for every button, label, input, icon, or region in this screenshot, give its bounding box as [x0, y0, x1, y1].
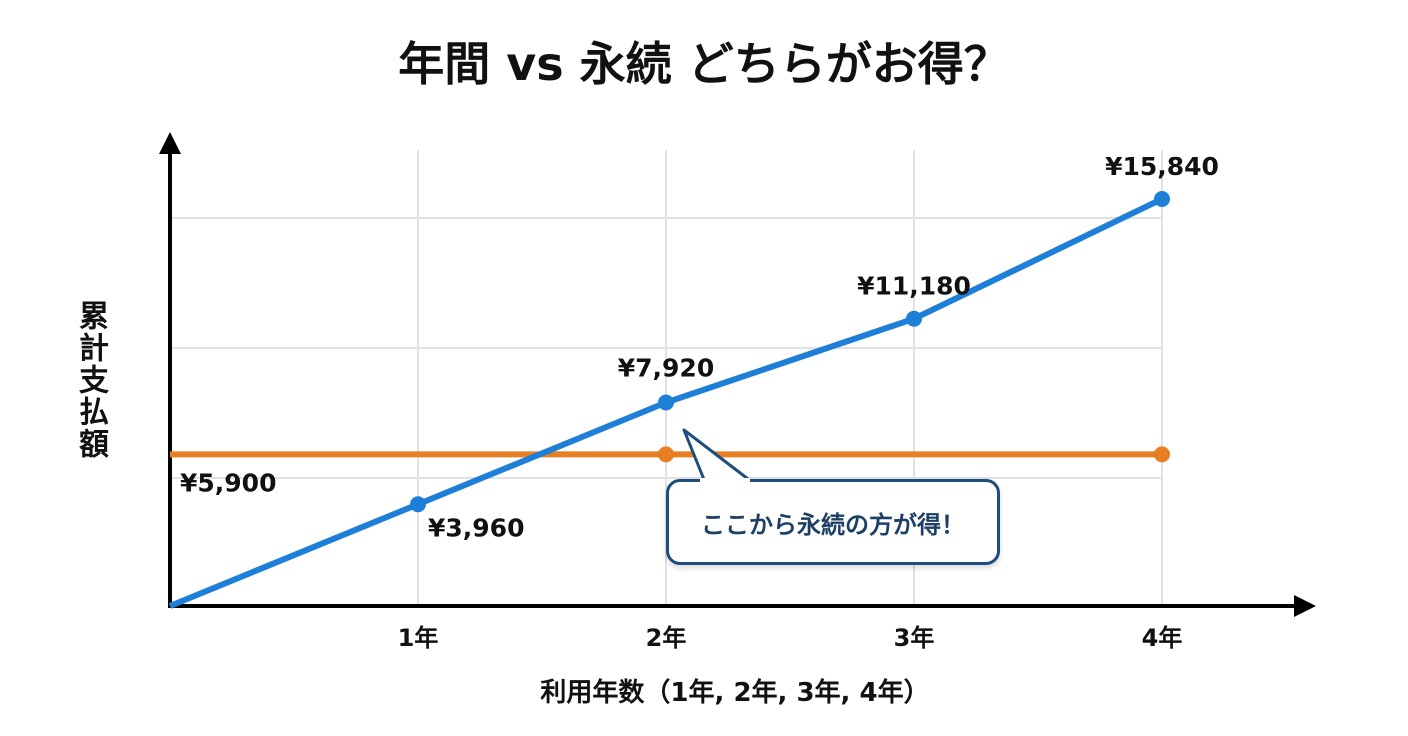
- y-axis-arrow: [159, 132, 181, 154]
- data-label-annual: ¥3,960: [428, 513, 524, 542]
- x-tick-label: 1年: [398, 624, 439, 652]
- data-point-annual: [410, 496, 426, 513]
- data-label-annual: ¥11,180: [857, 272, 971, 301]
- x-axis-arrow: [1294, 595, 1316, 617]
- callout-annotation: ここから永続の方が得！: [666, 479, 1000, 565]
- data-point-annual: [1154, 191, 1170, 207]
- data-point-annual: [906, 310, 922, 327]
- y-axis-label: 累計支払額: [73, 300, 108, 460]
- data-label-annual: ¥7,920: [618, 354, 714, 383]
- data-point-annual: [658, 394, 674, 411]
- data-point-perpetual: [658, 446, 674, 463]
- x-tick-label: 4年: [1142, 624, 1183, 652]
- data-point-perpetual: [1154, 446, 1170, 463]
- data-label-annual: ¥15,840: [1105, 152, 1219, 181]
- x-tick-label: 3年: [894, 624, 935, 652]
- chart-title: 年間 vs 永続 どちらがお得？: [398, 37, 1010, 91]
- x-tick-label: 2年: [646, 624, 687, 652]
- data-label-perpetual: ¥5,900: [180, 468, 276, 497]
- x-axis-label: 利用年数（1年, 2年, 3年, 4年）: [540, 678, 930, 708]
